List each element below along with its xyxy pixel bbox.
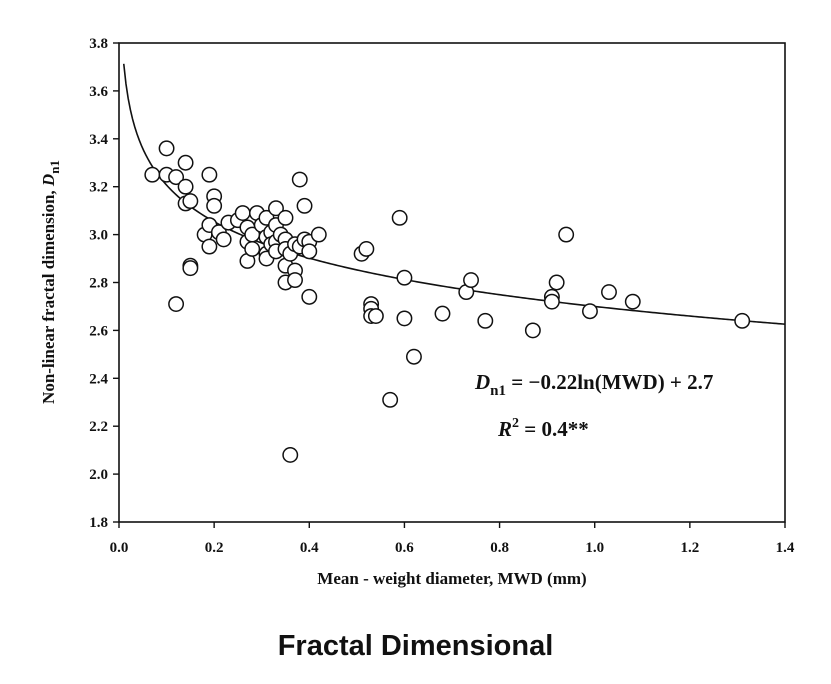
data-point [234, 205, 251, 221]
x-tick-label: 0.0 [110, 540, 129, 556]
data-point [158, 140, 175, 157]
fit-curve-layer [122, 63, 786, 325]
data-point [177, 178, 194, 195]
y-axis-title-sub: n1 [47, 160, 62, 174]
data-point [201, 166, 218, 183]
x-tick-label: 0.4 [300, 540, 319, 556]
data-point [405, 348, 422, 365]
data-point [624, 293, 641, 310]
equation-sub: n1 [490, 383, 506, 399]
y-tick-label: 2.2 [89, 419, 108, 435]
y-tick-label: 2.0 [89, 467, 108, 483]
y-tick-label: 3.6 [89, 84, 108, 100]
y-tick-label: 2.4 [89, 371, 108, 387]
data-point [244, 241, 261, 257]
x-tick-label: 1.4 [776, 540, 795, 556]
data-point [296, 197, 313, 214]
plot-frame [118, 42, 786, 523]
data-point [206, 197, 223, 214]
x-axis-title: Mean - weight diameter, MWD (mm) [317, 569, 586, 588]
r2-rhs: = 0.4** [519, 417, 589, 441]
data-point [558, 226, 575, 243]
data-point [601, 284, 617, 301]
data-point [282, 446, 299, 463]
data-point [215, 231, 232, 248]
r-squared: R2 = 0.4** [497, 416, 589, 441]
y-tick-label: 3.2 [89, 180, 108, 196]
y-tick-label: 1.8 [89, 515, 108, 531]
data-point [277, 209, 294, 226]
data-point [358, 241, 375, 257]
scatter-chart: 0.0 0.2 0.4 0.6 0.8 1.0 1.2 1.4 1.8 2.0 2.2 2.4 2.6 2… [39, 36, 795, 588]
data-point [543, 293, 560, 310]
data-point [463, 272, 479, 289]
data-point [201, 238, 218, 255]
data-point [177, 154, 194, 171]
r2-sup: 2 [512, 416, 519, 431]
fit-equation: Dn1 = −0.22ln(MWD) + 2.7 [474, 370, 713, 399]
equation-rhs: = −0.22ln(MWD) + 2.7 [506, 370, 713, 394]
data-point [434, 305, 451, 322]
data-point [182, 260, 199, 277]
x-tick-label: 0.2 [205, 540, 224, 556]
points-layer [144, 140, 751, 463]
data-point [168, 296, 185, 313]
data-point [310, 226, 327, 243]
data-point [582, 303, 598, 320]
data-point [291, 171, 308, 188]
data-point [524, 322, 541, 339]
data-point [382, 391, 399, 408]
y-tick-label: 3.4 [89, 132, 108, 148]
data-point [396, 310, 413, 327]
data-point [477, 312, 494, 329]
y-axis-title-var: D [39, 174, 58, 187]
figure-caption: Fractal Dimensional [277, 630, 554, 662]
data-point [396, 269, 413, 286]
data-point [168, 169, 185, 186]
axes-layer: 0.0 0.2 0.4 0.6 0.8 1.0 1.2 1.4 1.8 2.0 2.2 2.4 2.6 2… [89, 36, 795, 556]
x-tick-label: 1.2 [680, 540, 699, 556]
y-tick-label: 3.0 [89, 228, 108, 244]
y-tick-label: 3.8 [89, 36, 108, 52]
equation-var: D [474, 370, 490, 394]
data-point [287, 272, 303, 289]
x-tick-label: 0.8 [490, 540, 509, 556]
x-tick-label: 0.6 [395, 540, 414, 556]
data-point [391, 209, 408, 226]
data-point [548, 274, 565, 291]
data-point [301, 288, 318, 305]
r2-var: R [497, 417, 512, 441]
data-point [367, 308, 384, 324]
y-axis-title: Non-linear fractal dimension, Dn1 [39, 160, 62, 404]
data-point [144, 166, 161, 183]
y-tick-label: 2.8 [89, 276, 108, 292]
data-point [301, 243, 318, 260]
data-point [268, 200, 284, 217]
data-point [734, 312, 751, 329]
data-point [182, 193, 199, 210]
x-tick-label: 1.0 [585, 540, 604, 556]
y-tick-label: 2.6 [89, 323, 108, 339]
y-axis-title-main: Non-linear fractal dimension, [39, 186, 58, 404]
fit-curve [122, 63, 786, 325]
